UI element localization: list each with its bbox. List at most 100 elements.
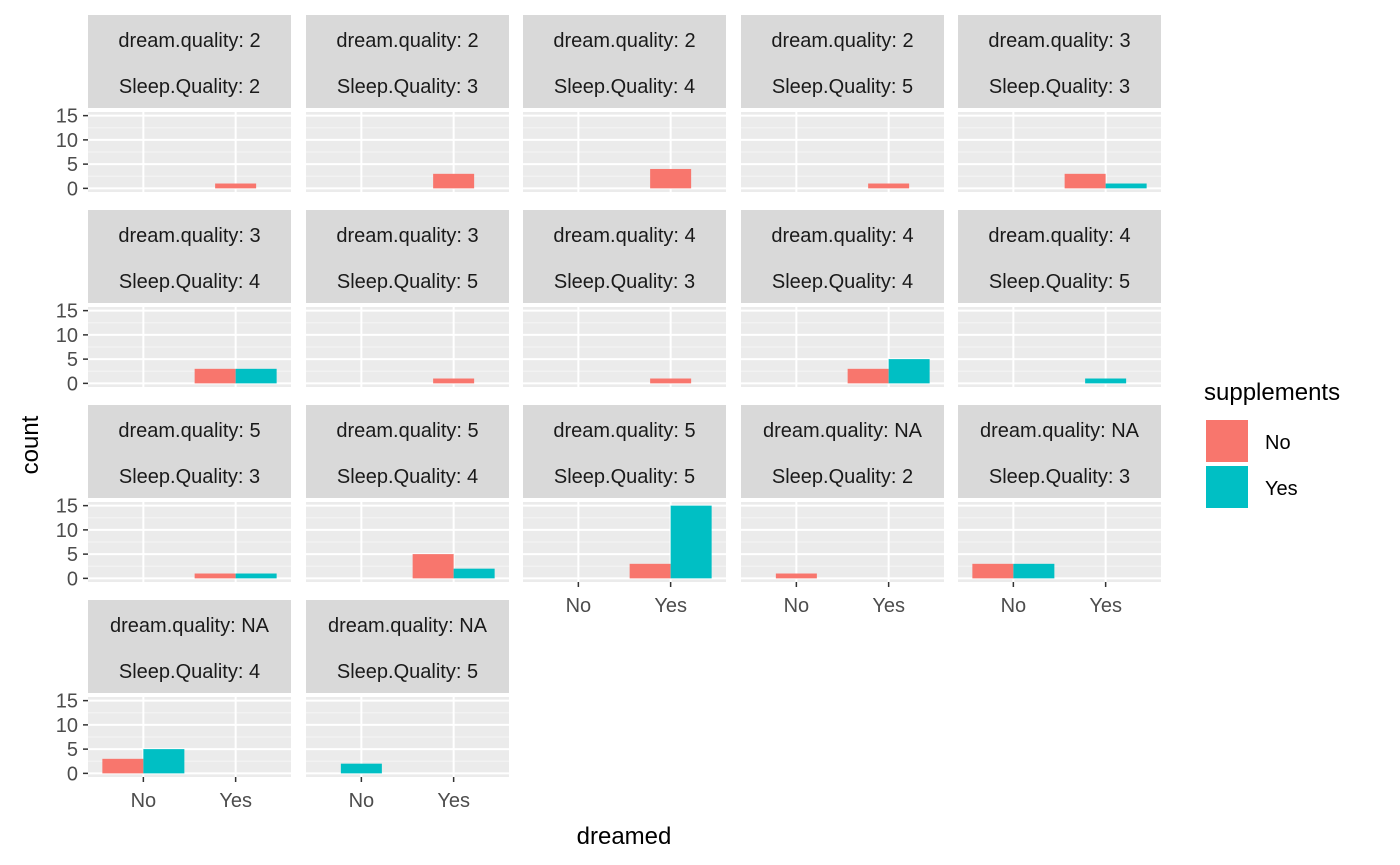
legend-title: supplements	[1204, 379, 1340, 406]
bar-yes-supplements-yes	[1085, 378, 1127, 384]
bar-yes-supplements-no	[650, 378, 692, 384]
facet-strip	[306, 15, 509, 108]
facet-strip	[523, 210, 726, 303]
y-tick-label: 5	[67, 349, 78, 371]
bar-no-supplements-no	[102, 758, 144, 774]
facet-strip	[306, 210, 509, 303]
facet-label-dream-quality: dream.quality: 4	[988, 225, 1130, 247]
facet-strip	[306, 405, 509, 498]
x-tick-label: No	[784, 595, 810, 617]
y-tick-label: 10	[56, 325, 78, 347]
facet-label-sleep-quality: Sleep.Quality: 5	[772, 76, 913, 98]
y-tick-label: 15	[56, 301, 78, 323]
x-tick-label: No	[566, 595, 592, 617]
facet-strip	[306, 600, 509, 693]
facet-label-dream-quality: dream.quality: 2	[118, 30, 260, 52]
facet-label-dream-quality: dream.quality: 2	[336, 30, 478, 52]
facet-label-dream-quality: dream.quality: 5	[118, 420, 260, 442]
bar-no-supplements-no	[972, 563, 1014, 579]
bar-yes-supplements-yes	[235, 368, 277, 384]
facet-label-dream-quality: dream.quality: 2	[553, 30, 695, 52]
bar-yes-supplements-no	[629, 563, 671, 579]
facet-strip	[958, 210, 1161, 303]
facet-label-sleep-quality: Sleep.Quality: 3	[989, 466, 1130, 488]
facet-strip	[88, 15, 291, 108]
facet-label-sleep-quality: Sleep.Quality: 5	[337, 271, 478, 293]
x-tick-label: Yes	[219, 790, 252, 812]
facet-strip	[523, 405, 726, 498]
facet-label-sleep-quality: Sleep.Quality: 2	[119, 76, 260, 98]
y-tick-label: 5	[67, 154, 78, 176]
y-tick-label: 0	[67, 373, 78, 395]
facet-label-sleep-quality: Sleep.Quality: 3	[989, 76, 1130, 98]
facet-strip	[741, 405, 944, 498]
facet-label-dream-quality: dream.quality: 3	[118, 225, 260, 247]
facet-label-dream-quality: dream.quality: NA	[980, 420, 1140, 442]
x-axis-title: dreamed	[577, 823, 672, 850]
y-tick-label: 0	[67, 178, 78, 200]
facet-label-dream-quality: dream.quality: 4	[553, 225, 695, 247]
facet-label-sleep-quality: Sleep.Quality: 4	[554, 76, 695, 98]
bar-yes-supplements-no	[1064, 173, 1106, 189]
facet-strip	[523, 15, 726, 108]
facet-label-dream-quality: dream.quality: 3	[336, 225, 478, 247]
y-tick-label: 0	[67, 568, 78, 590]
y-tick-label: 0	[67, 763, 78, 785]
bar-yes-supplements-no	[412, 554, 454, 579]
bar-yes-supplements-yes	[888, 359, 930, 384]
y-tick-label: 5	[67, 544, 78, 566]
x-tick-label: Yes	[872, 595, 905, 617]
facet-label-dream-quality: dream.quality: 4	[771, 225, 913, 247]
facet-label-sleep-quality: Sleep.Quality: 2	[772, 466, 913, 488]
facet-strip	[88, 600, 291, 693]
legend: supplements No Yes	[1204, 379, 1340, 508]
bar-no-supplements-yes	[340, 763, 382, 774]
legend-label-no: No	[1265, 432, 1291, 454]
y-tick-label: 15	[56, 106, 78, 128]
facet-label-sleep-quality: Sleep.Quality: 5	[337, 661, 478, 683]
x-tick-label: Yes	[1089, 595, 1122, 617]
facet-label-sleep-quality: Sleep.Quality: 4	[119, 661, 260, 683]
facet-panel: dream.quality: NA Sleep.Quality: 2 No Yes	[741, 405, 944, 617]
facet-strip	[741, 210, 944, 303]
facet-panel: dream.quality: 5 Sleep.Quality: 4	[306, 405, 509, 582]
facet-strip	[958, 15, 1161, 108]
facet-strip	[958, 405, 1161, 498]
bar-yes-supplements-yes	[670, 505, 712, 579]
bar-no-supplements-no	[775, 573, 817, 579]
bar-yes-supplements-no	[215, 183, 257, 189]
facet-label-sleep-quality: Sleep.Quality: 3	[337, 76, 478, 98]
bar-yes-supplements-no	[194, 573, 236, 579]
facet-panel: dream.quality: 5 Sleep.Quality: 5 No Yes	[523, 405, 726, 617]
legend-key-no	[1206, 420, 1248, 462]
facet-label-sleep-quality: Sleep.Quality: 4	[119, 271, 260, 293]
x-tick-label: Yes	[437, 790, 470, 812]
facet-label-dream-quality: dream.quality: 2	[771, 30, 913, 52]
facet-label-dream-quality: dream.quality: 5	[553, 420, 695, 442]
facet-label-sleep-quality: Sleep.Quality: 5	[554, 466, 695, 488]
y-tick-label: 10	[56, 520, 78, 542]
bar-no-supplements-yes	[1013, 563, 1055, 579]
x-tick-label: Yes	[654, 595, 687, 617]
legend-key-yes	[1206, 466, 1248, 508]
facet-label-sleep-quality: Sleep.Quality: 3	[554, 271, 695, 293]
bar-yes-supplements-yes	[1105, 183, 1147, 189]
facet-panel: dream.quality: 4 Sleep.Quality: 3	[523, 210, 726, 387]
bar-yes-supplements-yes	[235, 573, 277, 579]
facet-panel: dream.quality: 2 Sleep.Quality: 3	[306, 15, 509, 192]
y-tick-label: 15	[56, 496, 78, 518]
facet-label-sleep-quality: Sleep.Quality: 3	[119, 466, 260, 488]
legend-label-yes: Yes	[1265, 478, 1298, 500]
bar-yes-supplements-no	[847, 368, 889, 384]
facet-label-dream-quality: dream.quality: NA	[763, 420, 923, 442]
facet-panel: dream.quality: 4 Sleep.Quality: 4	[741, 210, 944, 387]
facet-label-dream-quality: dream.quality: NA	[328, 615, 488, 637]
facet-panel: dream.quality: NA Sleep.Quality: 3 No Yes	[958, 405, 1161, 617]
facet-label-dream-quality: dream.quality: 3	[988, 30, 1130, 52]
bar-no-supplements-yes	[143, 749, 185, 774]
